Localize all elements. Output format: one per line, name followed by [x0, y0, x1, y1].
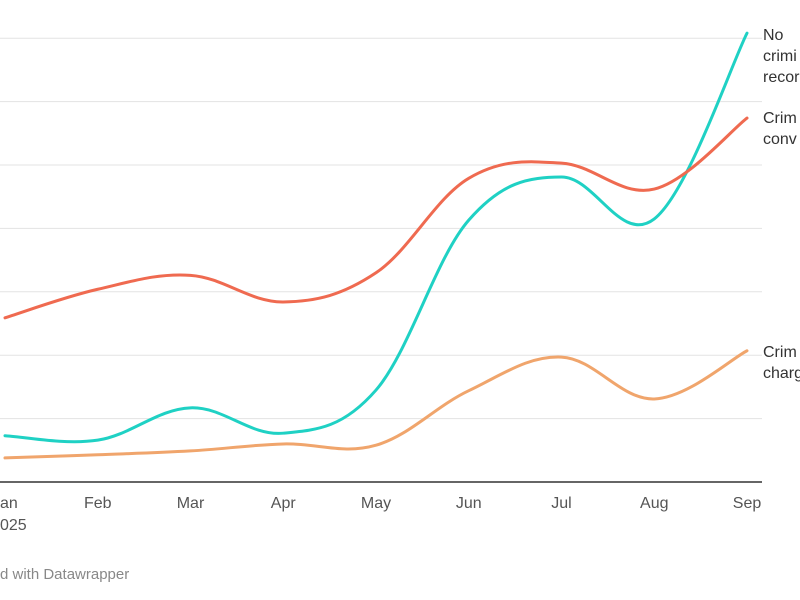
- x-tick-label: Sep: [733, 495, 762, 512]
- series-line: [3, 116, 749, 320]
- x-tick-label: Apr: [271, 495, 297, 512]
- x-tick-label: Feb: [84, 495, 112, 512]
- series-label: recor: [763, 69, 800, 86]
- x-tick-label: May: [361, 495, 391, 512]
- series-label: crimi: [763, 48, 797, 65]
- series-line: [3, 349, 749, 460]
- series-line: [3, 31, 749, 444]
- series-label: Crim: [763, 110, 797, 127]
- series-label: Crim: [763, 344, 797, 361]
- x-tick-label: an: [0, 495, 18, 512]
- footer-credit: d with Datawrapper: [0, 566, 130, 583]
- x-tick-label: Jun: [456, 495, 482, 512]
- x-tick-label: Aug: [640, 495, 668, 512]
- x-tick-label: Mar: [177, 495, 205, 512]
- x-year-label: 025: [0, 517, 27, 534]
- x-tick-label: Jul: [551, 495, 571, 512]
- series-label: charg: [763, 365, 800, 382]
- series-label: No: [763, 27, 784, 44]
- series-label: conv: [763, 131, 797, 148]
